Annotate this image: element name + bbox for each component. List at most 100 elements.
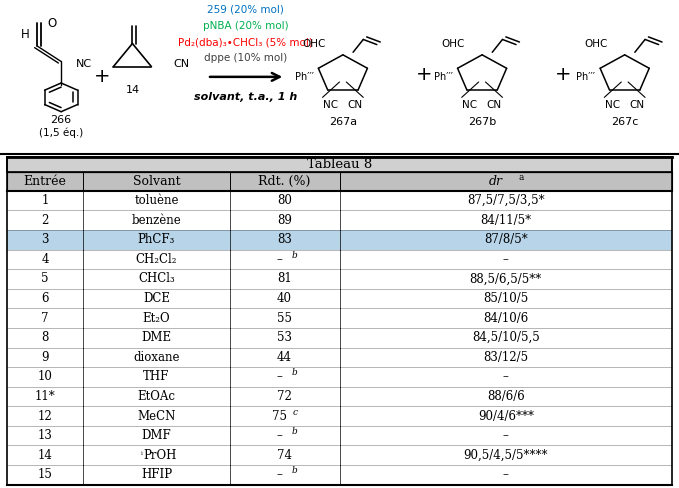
Text: OHC: OHC xyxy=(303,39,326,48)
Bar xyxy=(7,446,672,465)
Text: dppe (10% mol): dppe (10% mol) xyxy=(204,53,287,63)
Text: NC: NC xyxy=(75,59,92,69)
Bar xyxy=(7,269,672,289)
Bar xyxy=(7,407,672,426)
Text: 55: 55 xyxy=(277,312,292,325)
Text: CN: CN xyxy=(173,59,189,69)
Text: c: c xyxy=(293,407,298,417)
Text: –: – xyxy=(276,370,282,384)
Text: dr: dr xyxy=(489,175,502,188)
Text: b: b xyxy=(291,251,297,260)
Bar xyxy=(7,465,672,485)
Text: –: – xyxy=(503,468,509,481)
Text: 72: 72 xyxy=(277,390,292,403)
Bar xyxy=(7,347,672,367)
Text: 87,5/7,5/3,5*: 87,5/7,5/3,5* xyxy=(467,194,545,207)
Text: PhCF₃: PhCF₃ xyxy=(138,233,175,246)
Text: ⁱ: ⁱ xyxy=(141,451,143,460)
Text: 88,5/6,5/5**: 88,5/6,5/5** xyxy=(470,272,542,285)
Text: PrOH: PrOH xyxy=(143,449,177,462)
Text: MeCN: MeCN xyxy=(137,409,176,423)
Text: +: + xyxy=(555,65,572,84)
Text: CN: CN xyxy=(629,100,644,110)
Bar xyxy=(7,367,672,386)
Text: pNBA (20% mol): pNBA (20% mol) xyxy=(203,20,289,31)
Text: 53: 53 xyxy=(277,331,292,344)
Text: benzène: benzène xyxy=(132,214,181,226)
Text: CHCl₃: CHCl₃ xyxy=(138,272,175,285)
Text: 13: 13 xyxy=(37,429,52,442)
Text: H: H xyxy=(21,28,29,41)
Text: –: – xyxy=(276,253,282,266)
Text: 89: 89 xyxy=(277,214,292,226)
Text: 83/12/5: 83/12/5 xyxy=(483,351,528,364)
Text: OHC: OHC xyxy=(442,39,465,48)
Text: THF: THF xyxy=(143,370,170,384)
Text: 5: 5 xyxy=(41,272,49,285)
Text: CN: CN xyxy=(348,100,363,110)
Text: 15: 15 xyxy=(37,468,52,481)
Text: 2: 2 xyxy=(41,214,49,226)
Text: 10: 10 xyxy=(37,370,52,384)
Bar xyxy=(7,386,672,407)
Text: Entrée: Entrée xyxy=(24,175,67,188)
Text: 11*: 11* xyxy=(35,390,56,403)
Text: 14: 14 xyxy=(126,85,139,95)
Text: DME: DME xyxy=(141,331,172,344)
Bar xyxy=(7,426,672,446)
Text: 88/6/6: 88/6/6 xyxy=(487,390,525,403)
Text: Ph′′′: Ph′′′ xyxy=(576,72,595,82)
Text: Et₂O: Et₂O xyxy=(143,312,170,325)
Text: dioxane: dioxane xyxy=(133,351,180,364)
Bar xyxy=(7,210,672,230)
Text: Solvant: Solvant xyxy=(132,175,181,188)
Text: 267c: 267c xyxy=(611,117,638,127)
Text: NC: NC xyxy=(462,100,477,110)
Text: solvant, t.a., 1 h: solvant, t.a., 1 h xyxy=(194,92,297,102)
Text: 84,5/10/5,5: 84,5/10/5,5 xyxy=(472,331,540,344)
Text: NC: NC xyxy=(605,100,620,110)
Text: 81: 81 xyxy=(277,272,292,285)
Text: 87/8/5*: 87/8/5* xyxy=(484,233,528,246)
Bar xyxy=(7,191,672,210)
Text: 44: 44 xyxy=(277,351,292,364)
Text: 12: 12 xyxy=(37,409,52,423)
Text: 267b: 267b xyxy=(468,117,496,127)
Text: 83: 83 xyxy=(277,233,292,246)
Text: 259 (20% mol): 259 (20% mol) xyxy=(207,4,285,14)
Text: DMF: DMF xyxy=(142,429,171,442)
Text: 1: 1 xyxy=(41,194,49,207)
Text: Tableau 8: Tableau 8 xyxy=(307,158,372,171)
Text: –: – xyxy=(503,429,509,442)
Text: DCE: DCE xyxy=(143,292,170,305)
Text: NC: NC xyxy=(323,100,338,110)
Text: 40: 40 xyxy=(277,292,292,305)
Text: 4: 4 xyxy=(41,253,49,266)
Text: 7: 7 xyxy=(41,312,49,325)
Text: (1,5 éq.): (1,5 éq.) xyxy=(39,128,84,139)
Text: –: – xyxy=(276,429,282,442)
Text: EtOAc: EtOAc xyxy=(138,390,175,403)
Text: 90/4/6***: 90/4/6*** xyxy=(478,409,534,423)
Text: 90,5/4,5/5****: 90,5/4,5/5**** xyxy=(464,449,548,462)
Text: 14: 14 xyxy=(37,449,52,462)
Text: –: – xyxy=(276,468,282,481)
Text: 84/10/6: 84/10/6 xyxy=(483,312,528,325)
Text: 74: 74 xyxy=(277,449,292,462)
Text: b: b xyxy=(291,427,297,436)
Text: 80: 80 xyxy=(277,194,292,207)
Text: Ph′′′: Ph′′′ xyxy=(434,72,453,82)
Bar xyxy=(7,289,672,308)
Text: 6: 6 xyxy=(41,292,49,305)
Text: 267a: 267a xyxy=(329,117,357,127)
Text: 9: 9 xyxy=(41,351,49,364)
Bar xyxy=(7,308,672,328)
Bar xyxy=(7,157,672,171)
Text: 75: 75 xyxy=(272,409,287,423)
Text: b: b xyxy=(291,368,297,377)
Text: O: O xyxy=(48,17,57,30)
Text: a: a xyxy=(518,173,524,182)
Text: Ph′′′: Ph′′′ xyxy=(295,72,314,82)
Text: 85/10/5: 85/10/5 xyxy=(483,292,528,305)
Bar xyxy=(7,328,672,347)
